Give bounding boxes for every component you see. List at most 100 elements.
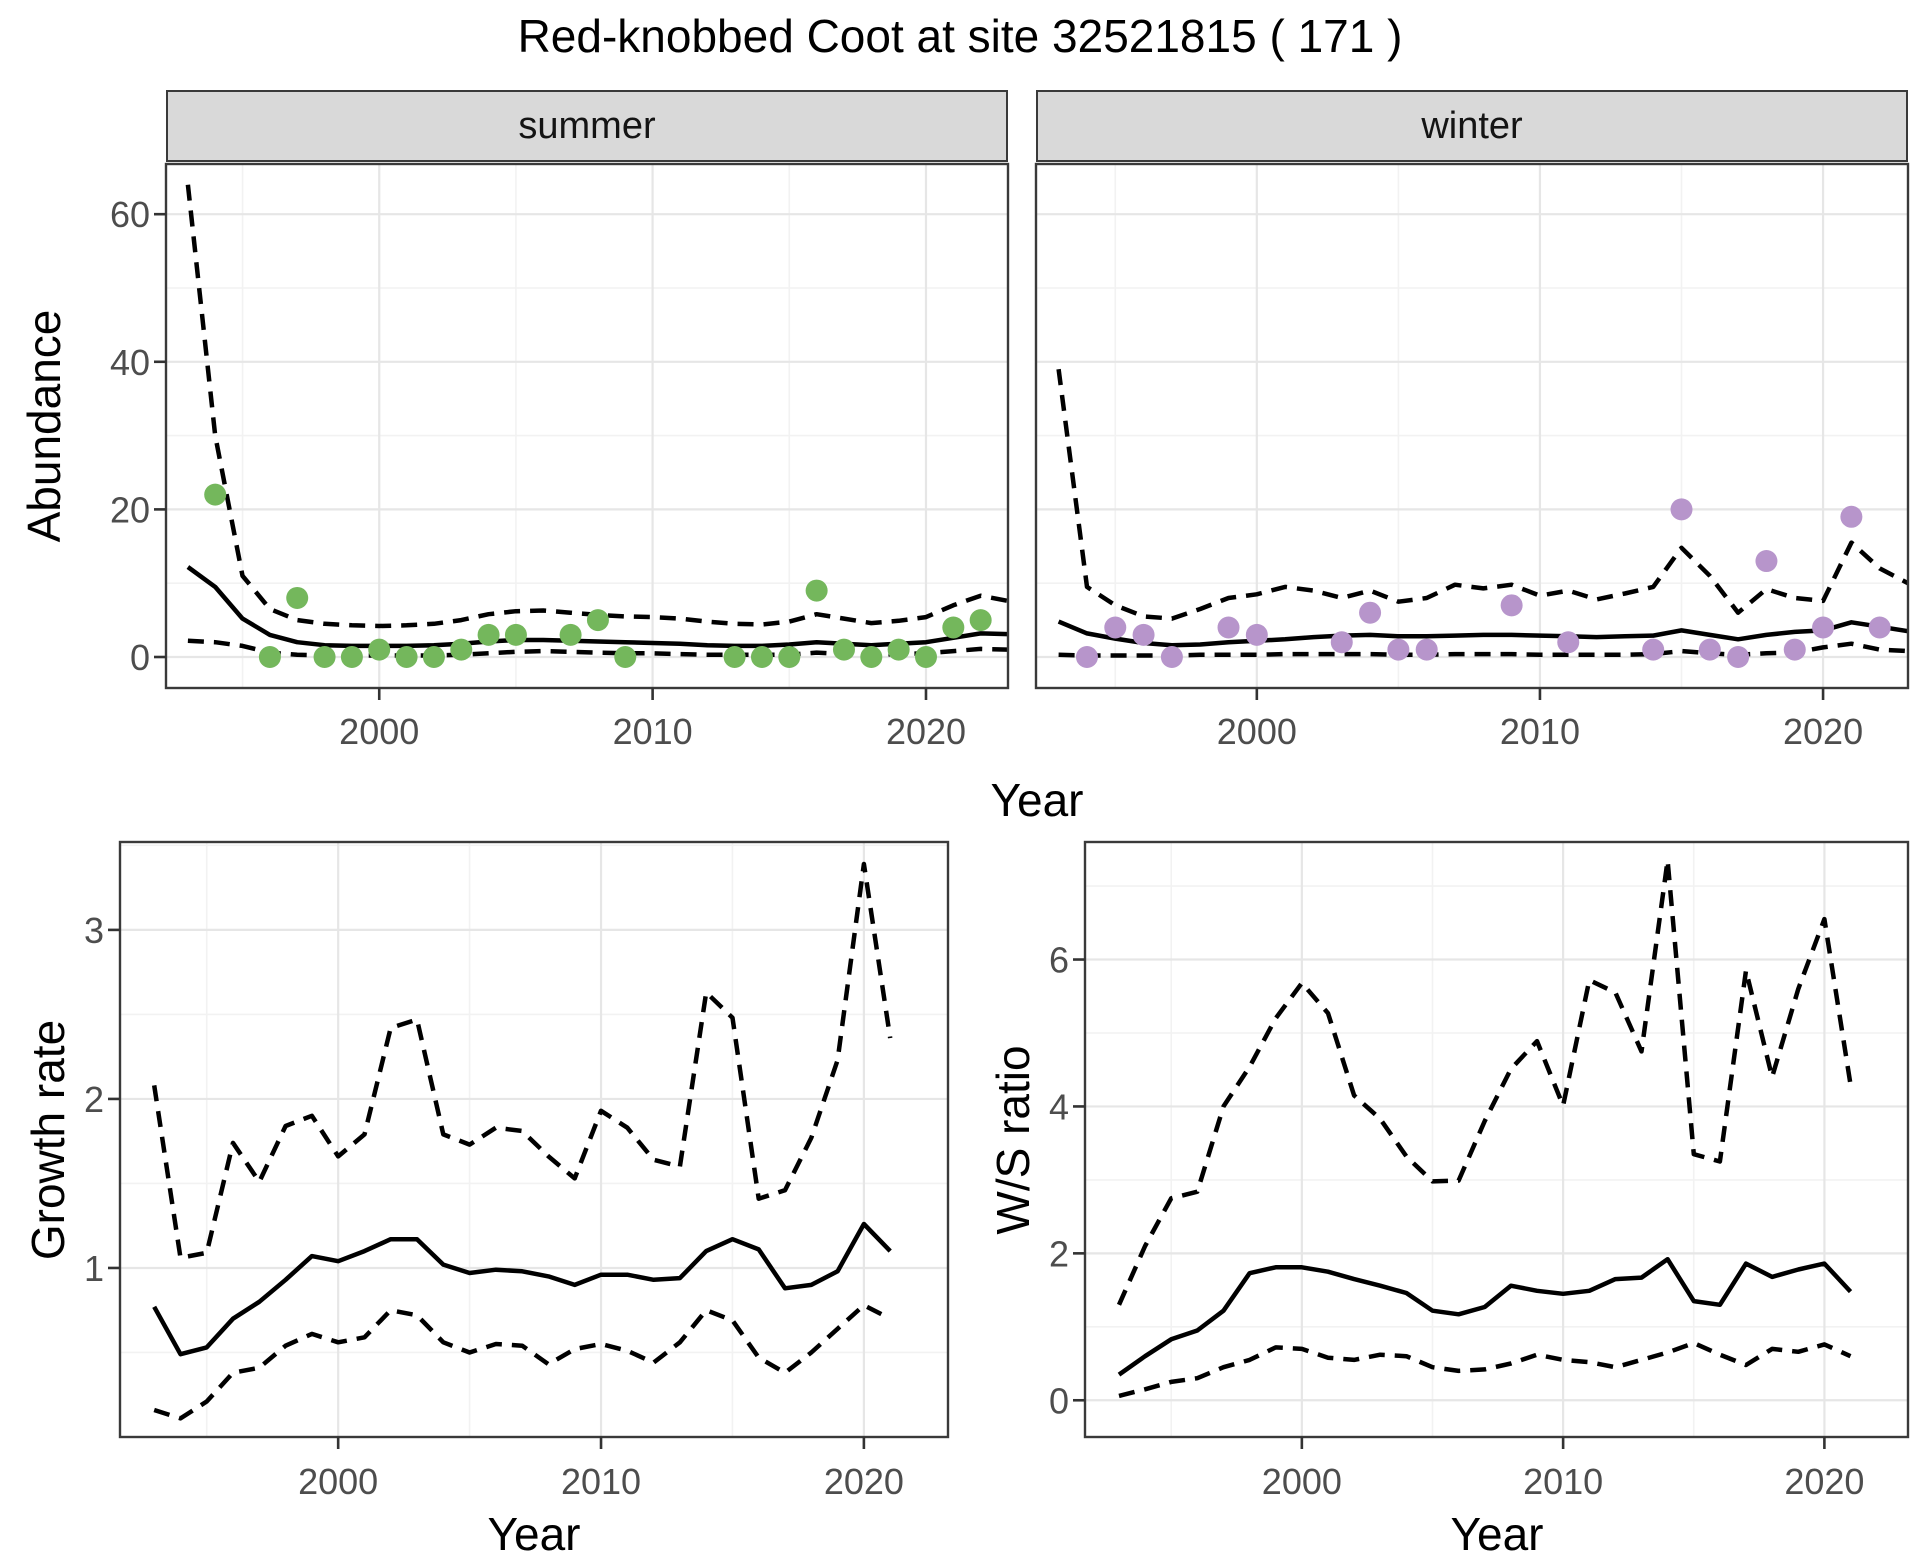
facet-strip-summer-label: summer — [518, 104, 656, 147]
data-point — [559, 623, 582, 646]
x-tick-label: 2010 — [1523, 1461, 1603, 1502]
y-tick-label: 60 — [110, 194, 150, 235]
abundance-x-axis-title: Year — [990, 774, 1084, 826]
ci-lower-line — [1058, 641, 1908, 658]
data-point — [614, 646, 637, 669]
x-tick-label: 2000 — [1217, 711, 1297, 752]
ci-upper-line — [185, 184, 1008, 629]
data-point — [1330, 631, 1353, 654]
data-point — [422, 646, 445, 669]
data-point — [1783, 638, 1806, 661]
data-point — [1104, 616, 1127, 639]
abundance-y-axis-title: Abundance — [18, 309, 70, 543]
ws-ratio-panel-series — [1116, 858, 1853, 1399]
x-tick-label: 2000 — [298, 1461, 378, 1502]
mean-line — [152, 1221, 892, 1357]
panel-border — [164, 162, 1010, 690]
y-tick-label: 2 — [84, 1079, 104, 1120]
ci-lower-line — [153, 1302, 892, 1421]
data-point — [887, 638, 910, 661]
data-point — [1132, 623, 1155, 646]
chart-title: Red-knobbed Coot at site 32521815 ( 171 … — [517, 10, 1403, 62]
y-tick-label: 0 — [130, 637, 150, 678]
y-tick-label: 6 — [1049, 940, 1069, 981]
data-point — [914, 646, 937, 669]
x-tick-label: 2020 — [1784, 1461, 1864, 1502]
data-point — [1868, 616, 1891, 639]
y-tick-label: 0 — [1049, 1380, 1069, 1421]
data-point — [477, 623, 500, 646]
data-point — [1075, 646, 1098, 669]
growth-rate-x-axis-title: Year — [487, 1508, 581, 1560]
panel-border — [1034, 162, 1910, 690]
data-point — [258, 646, 281, 669]
data-point — [1727, 646, 1750, 669]
y-tick-label: 2 — [1049, 1233, 1069, 1274]
data-point — [1359, 601, 1382, 624]
ci-lower-line — [1118, 1340, 1852, 1399]
x-tick-label: 2010 — [1500, 711, 1580, 752]
ci-upper-line — [151, 861, 893, 1261]
data-point — [805, 579, 828, 602]
abundance-panel-summer: 2000 2010 2020 0 20 40 60 — [110, 162, 1010, 752]
abundance-panel-winter: 2000 2010 2020 — [1034, 162, 1910, 752]
data-point — [395, 646, 418, 669]
data-point — [1812, 616, 1835, 639]
x-tick-label: 2010 — [561, 1461, 641, 1502]
mean-line — [186, 565, 1008, 649]
y-tick-label: 1 — [84, 1248, 104, 1289]
data-point — [1217, 616, 1240, 639]
data-point — [504, 623, 527, 646]
growth-rate-panel: 2000 2010 2020 1 2 3 — [84, 840, 950, 1502]
data-point — [1755, 550, 1778, 573]
x-tick-label: 2020 — [886, 711, 966, 752]
data-point — [723, 646, 746, 669]
data-point — [1387, 638, 1410, 661]
x-tick-label: 2020 — [824, 1461, 904, 1502]
data-point — [1698, 638, 1721, 661]
ws-ratio-y-axis-title: W/S ratio — [987, 1045, 1039, 1235]
data-point — [450, 638, 473, 661]
data-point — [750, 646, 773, 669]
data-point — [368, 638, 391, 661]
mean-line — [1117, 1256, 1853, 1377]
facet-strip-winter: winter — [1036, 90, 1908, 162]
data-point — [1160, 646, 1183, 669]
x-tick-label: 2000 — [1262, 1461, 1342, 1502]
data-point — [204, 483, 227, 506]
growth-rate-y-axis-title: Growth rate — [22, 1019, 74, 1261]
x-tick-label: 2000 — [339, 711, 419, 752]
data-point — [1642, 638, 1665, 661]
growth-rate-panel-series — [151, 861, 893, 1421]
data-point — [1500, 594, 1523, 617]
y-tick-label: 20 — [110, 489, 150, 530]
data-point — [832, 638, 855, 661]
abundance-panel-summer-series — [185, 184, 1008, 669]
mean-line — [1057, 619, 1908, 648]
data-point — [1245, 623, 1268, 646]
data-point — [860, 646, 883, 669]
data-point — [286, 586, 309, 609]
ws-ratio-panel: 2000 2010 2020 0 2 4 6 — [1049, 840, 1910, 1502]
facet-strip-winter-label: winter — [1421, 104, 1523, 147]
data-point — [1670, 498, 1693, 521]
y-tick-label: 4 — [1049, 1086, 1069, 1127]
ws-ratio-x-axis-title: Year — [1450, 1508, 1544, 1560]
data-point — [1557, 631, 1580, 654]
panel-border — [1083, 840, 1910, 1439]
y-tick-label: 40 — [110, 342, 150, 383]
data-point — [313, 646, 336, 669]
data-point — [1415, 638, 1438, 661]
abundance-panel-winter-series — [1056, 368, 1908, 669]
data-point — [942, 616, 965, 639]
facet-strip-summer: summer — [166, 90, 1008, 162]
x-tick-label: 2010 — [613, 711, 693, 752]
y-tick-label: 3 — [84, 910, 104, 951]
x-tick-label: 2020 — [1783, 711, 1863, 752]
data-point — [586, 609, 609, 632]
panel-border — [118, 840, 950, 1439]
data-point — [969, 609, 992, 632]
data-point — [1840, 505, 1863, 528]
